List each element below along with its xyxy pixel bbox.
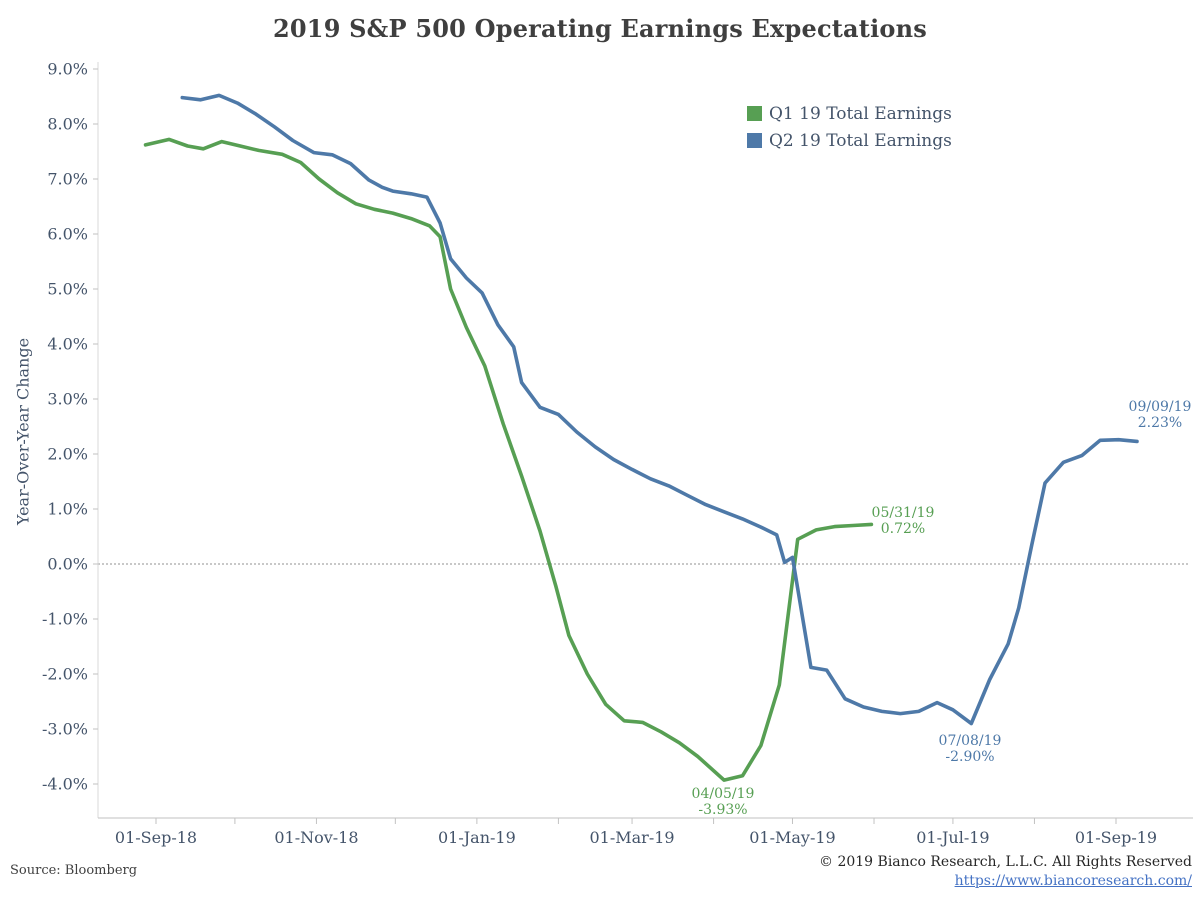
source-note: Source: Bloomberg	[10, 863, 138, 878]
svg-text:01-Jan-19: 01-Jan-19	[438, 828, 516, 847]
svg-text:01-Nov-18: 01-Nov-18	[274, 828, 358, 847]
annotation-q1-end-date: 05/31/19	[871, 505, 935, 521]
svg-text:8.0%: 8.0%	[47, 115, 88, 134]
legend-label-q2: Q2 19 Total Earnings	[769, 130, 952, 151]
svg-text:4.0%: 4.0%	[47, 335, 88, 354]
annotation-q1-end-value: 0.72%	[880, 521, 926, 537]
footer-right: © 2019 Bianco Research, L.L.C. All Right…	[819, 854, 1192, 890]
svg-text:5.0%: 5.0%	[47, 280, 88, 299]
chart-title: 2019 S&P 500 Operating Earnings Expectat…	[273, 14, 927, 43]
annotation-q1-end: 05/31/19 0.72%	[855, 505, 951, 537]
svg-text:9.0%: 9.0%	[47, 60, 88, 79]
svg-text:01-Mar-19: 01-Mar-19	[589, 828, 674, 847]
svg-text:6.0%: 6.0%	[47, 225, 88, 244]
svg-text:3.0%: 3.0%	[47, 390, 88, 409]
legend: Q1 19 Total Earnings Q2 19 Total Earning…	[747, 100, 952, 154]
q1-legend-swatch-icon	[747, 106, 762, 121]
svg-text:1.0%: 1.0%	[47, 500, 88, 519]
annotation-q2-end: 09/09/19 2.23%	[1112, 399, 1200, 431]
y-axis-title: Year-Over-Year Change	[13, 337, 33, 526]
annotation-q2-min-value: -2.90%	[945, 749, 995, 765]
annotation-q1-min: 04/05/19 -3.93%	[675, 786, 771, 818]
svg-text:-2.0%: -2.0%	[42, 665, 88, 684]
annotation-q1-min-date: 04/05/19	[691, 786, 755, 802]
svg-text:-3.0%: -3.0%	[42, 720, 88, 739]
copyright-note: © 2019 Bianco Research, L.L.C. All Right…	[819, 854, 1192, 870]
svg-text:01-Jul-19: 01-Jul-19	[916, 828, 989, 847]
legend-label-q1: Q1 19 Total Earnings	[769, 103, 952, 124]
svg-text:01-May-19: 01-May-19	[749, 828, 836, 847]
svg-text:01-Sep-18: 01-Sep-18	[115, 828, 197, 847]
annotation-q2-min: 07/08/19 -2.90%	[922, 733, 1018, 765]
annotation-q2-end-date: 09/09/19	[1128, 399, 1192, 415]
svg-text:2.0%: 2.0%	[47, 445, 88, 464]
svg-text:-4.0%: -4.0%	[42, 775, 88, 794]
q2-legend-swatch-icon	[747, 133, 762, 148]
svg-text:01-Sep-19: 01-Sep-19	[1075, 828, 1157, 847]
legend-item-q2: Q2 19 Total Earnings	[747, 127, 952, 154]
annotation-q1-min-value: -3.93%	[698, 802, 748, 818]
svg-text:7.0%: 7.0%	[47, 170, 88, 189]
svg-text:0.0%: 0.0%	[47, 555, 88, 574]
annotation-q2-min-date: 07/08/19	[938, 733, 1002, 749]
legend-item-q1: Q1 19 Total Earnings	[747, 100, 952, 127]
bianco-research-link[interactable]: https://www.biancoresearch.com/	[954, 873, 1192, 889]
svg-text:-1.0%: -1.0%	[42, 610, 88, 629]
annotation-q2-end-value: 2.23%	[1137, 415, 1183, 431]
